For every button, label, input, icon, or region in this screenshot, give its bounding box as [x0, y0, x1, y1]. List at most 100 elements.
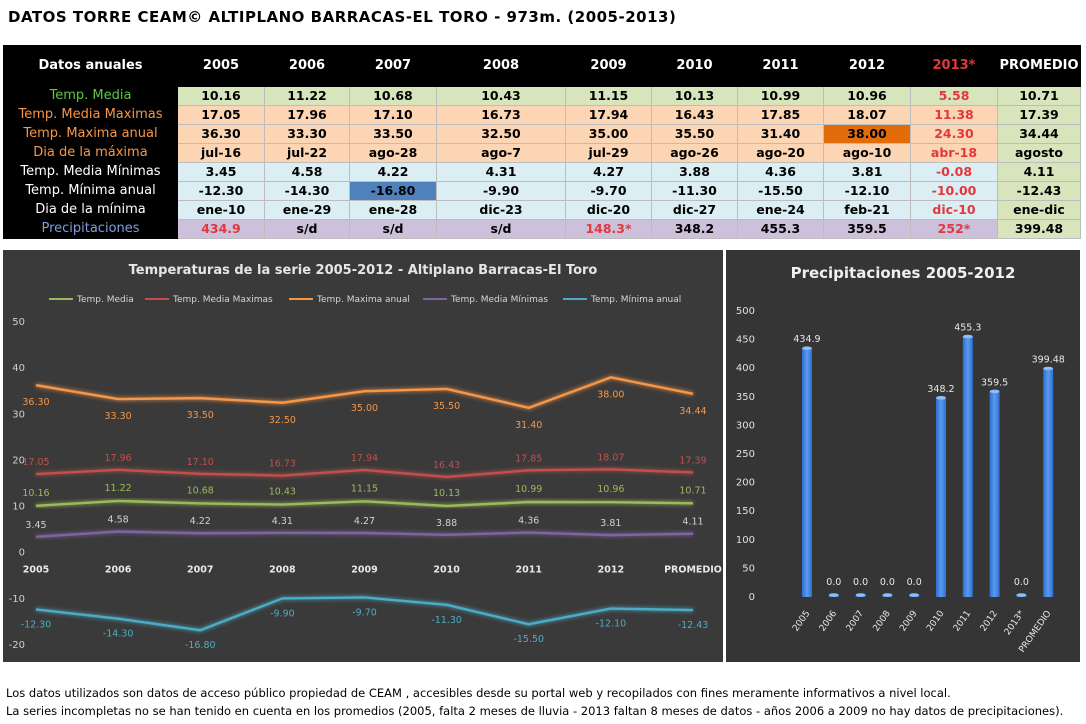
table-cell: -12.43	[997, 181, 1081, 201]
row-label: Temp. Mínima anual	[3, 181, 178, 201]
row-label: Precipitaciones	[3, 219, 178, 239]
table-header-row: Datos anuales 2005 2006 2007 2008 2009 2010 201…	[3, 45, 1081, 87]
column-header: 2007	[349, 45, 437, 87]
y-tick-label: 10	[12, 502, 25, 513]
data-label: 359.5	[981, 377, 1008, 388]
table-cell: ene-dic	[997, 200, 1081, 220]
data-table: Datos anuales 2005 2006 2007 2008 2009 2010 201…	[3, 45, 1081, 239]
data-label: -12.10	[596, 619, 627, 630]
data-label: 4.27	[354, 516, 375, 527]
table-cell: 31.40	[737, 124, 824, 144]
data-label: 434.9	[793, 334, 820, 345]
table-row: Temp. Maxima anual 36.30 33.30 33.50 32.50 35…	[3, 124, 1081, 144]
table-cell: 11.22	[264, 86, 350, 106]
table-cell: 3.81	[823, 162, 911, 182]
x-tick-label: 2010	[433, 565, 460, 576]
table-cell: 16.73	[436, 105, 566, 125]
table-corner: Datos anuales	[3, 45, 178, 87]
table-cell: 17.39	[997, 105, 1081, 125]
table-cell: s/d	[264, 219, 350, 239]
footnote-1: Los datos utilizados son datos de acceso…	[6, 686, 951, 700]
data-label: 35.00	[351, 403, 378, 414]
table-cell: 35.50	[651, 124, 738, 144]
table-cell: -14.30	[264, 181, 350, 201]
data-label: 10.71	[679, 485, 706, 496]
table-cell: 17.10	[349, 105, 437, 125]
y-tick-label: 30	[12, 409, 25, 420]
bar	[962, 336, 973, 597]
y-tick-label: 300	[736, 420, 755, 431]
y-tick-label: 50	[12, 317, 25, 328]
x-tick-label: 2011	[516, 565, 542, 576]
table-cell: 38.00	[823, 124, 911, 144]
table-cell: 18.07	[823, 105, 911, 125]
table-cell: 34.44	[997, 124, 1081, 144]
table-row: Temp. Mínima anual -12.30 -14.30 -16.80 -9.9…	[3, 181, 1081, 201]
table-cell: jul-29	[565, 143, 652, 163]
table-cell: -12.30	[177, 181, 265, 201]
table-row: Dia de la mínima ene-10 ene-29 ene-28 dic-23…	[3, 200, 1081, 220]
table-cell: 4.58	[264, 162, 350, 182]
x-tick-label: 2009	[351, 565, 377, 576]
legend-entry: Temp. Mínima anual	[590, 295, 681, 305]
column-header: 2008	[436, 45, 566, 87]
y-tick-label: 200	[736, 478, 755, 489]
table-cell: 33.30	[264, 124, 350, 144]
table-row: Precipitaciones 434.9 s/d s/d s/d 148.3* 348.2…	[3, 219, 1081, 239]
column-header: 2010	[651, 45, 738, 87]
table-cell: 434.9	[177, 219, 265, 239]
data-label: 0.0	[1014, 577, 1029, 588]
data-label: 455.3	[954, 323, 981, 334]
data-label: 10.96	[597, 484, 624, 495]
data-label: 0.0	[880, 577, 895, 588]
table-cell: 16.43	[651, 105, 738, 125]
temperature-line-chart: Temperaturas de la serie 2005-2012 - Alt…	[3, 250, 723, 662]
table-cell: dic-10	[910, 200, 998, 220]
bar-top	[828, 593, 839, 597]
table-cell: 4.31	[436, 162, 566, 182]
data-label: 0.0	[907, 577, 922, 588]
data-label: 34.44	[679, 406, 706, 417]
page-title: DATOS TORRE CEAM© ALTIPLANO BARRACAS-EL …	[8, 8, 677, 26]
table-cell: 10.13	[651, 86, 738, 106]
table-cell: ene-10	[177, 200, 265, 220]
y-tick-label: 500	[736, 306, 755, 317]
table-cell: ene-28	[349, 200, 437, 220]
data-label: 399.48	[1032, 354, 1065, 365]
data-label: 11.15	[351, 483, 378, 494]
x-tick-label: 2006	[105, 565, 132, 576]
table-cell: 17.05	[177, 105, 265, 125]
table-cell: ago-28	[349, 143, 437, 163]
column-header: 2005	[177, 45, 265, 87]
y-tick-label: 50	[742, 563, 755, 574]
table-cell: 148.3*	[565, 219, 652, 239]
footnote-2: La series incompletas no se han tenido e…	[6, 704, 1064, 718]
table-cell: -16.80	[349, 181, 437, 201]
column-header: PROMEDIO	[997, 45, 1081, 87]
y-tick-label: -20	[9, 640, 25, 651]
data-label: 36.30	[22, 397, 49, 408]
data-label: 3.88	[436, 518, 457, 529]
bar-top	[909, 593, 920, 597]
series-line	[35, 468, 694, 479]
chart-title: Temperaturas de la serie 2005-2012 - Alt…	[129, 263, 598, 278]
data-label: 4.36	[518, 516, 539, 527]
data-label: 4.31	[272, 516, 293, 527]
table-cell: -11.30	[651, 181, 738, 201]
y-tick-label: -10	[9, 594, 25, 605]
data-label: 0.0	[826, 577, 841, 588]
data-label: -12.43	[678, 620, 709, 631]
table-cell: ago-7	[436, 143, 566, 163]
data-label: 348.2	[927, 384, 954, 395]
x-tick-label: 2010	[925, 609, 946, 634]
bar	[936, 397, 946, 597]
table-cell: ago-26	[651, 143, 738, 163]
x-tick-label: 2008	[269, 565, 296, 576]
bar	[989, 391, 1000, 597]
legend-entry: Temp. Media Mínimas	[450, 295, 548, 305]
row-label: Dia de la máxima	[3, 143, 178, 163]
table-cell: 11.38	[910, 105, 998, 125]
data-label: -14.30	[103, 629, 134, 640]
data-label: -16.80	[185, 640, 216, 651]
bar-top	[1043, 366, 1054, 371]
